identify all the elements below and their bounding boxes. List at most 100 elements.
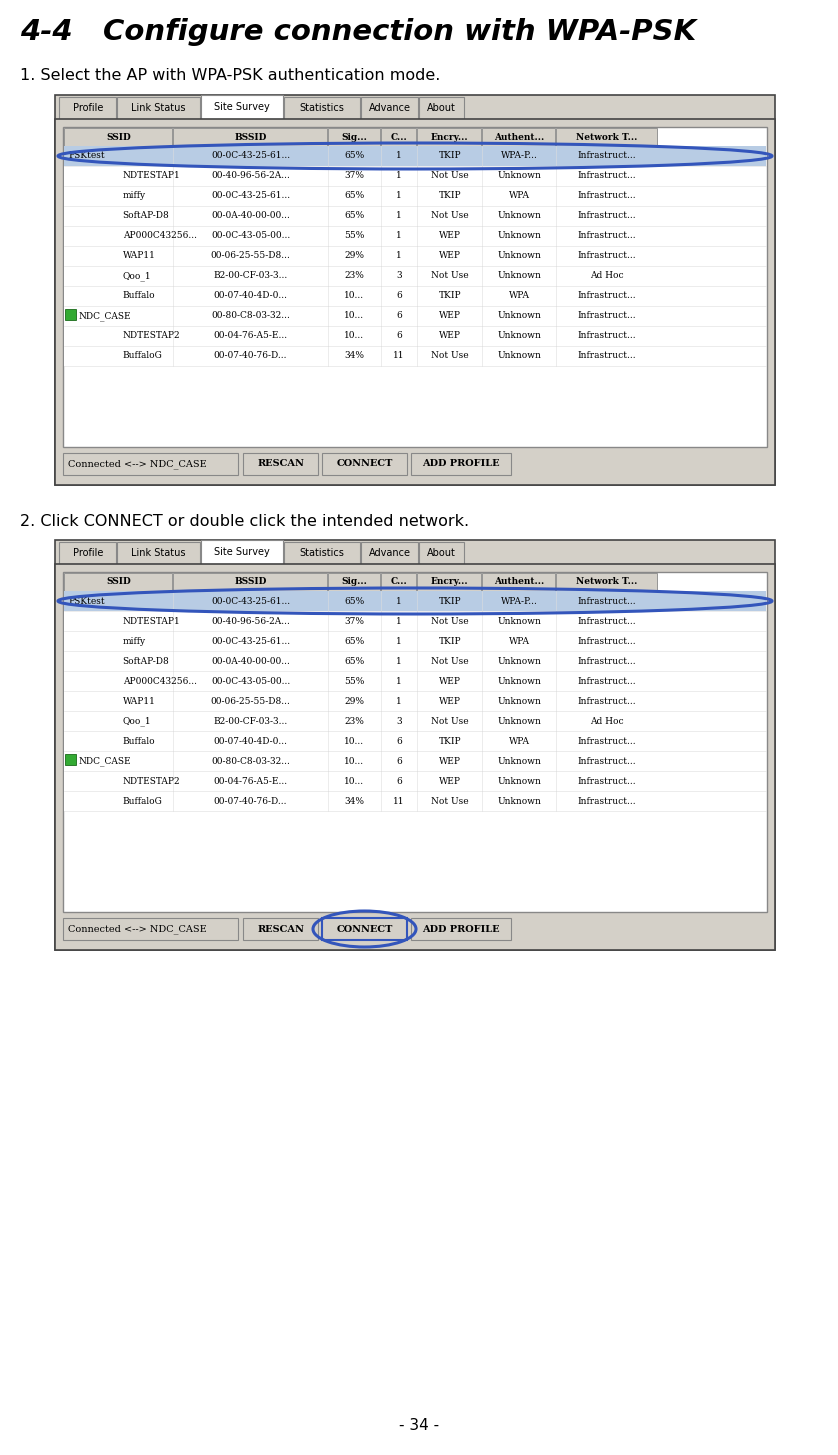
Text: Unknown: Unknown [497, 677, 541, 685]
Bar [380, 128, 416, 146]
Bar [64, 128, 172, 146]
Text: NDTESTAP2: NDTESTAP2 [122, 777, 180, 786]
Text: 00-07-40-4D-0...: 00-07-40-4D-0... [214, 736, 287, 745]
Text: Infrastruct...: Infrastruct... [578, 697, 636, 706]
Text: WEP: WEP [439, 757, 461, 765]
Text: 55%: 55% [344, 231, 365, 240]
Text: 34%: 34% [344, 796, 365, 806]
Text: Unknown: Unknown [497, 332, 541, 340]
Text: WEP: WEP [439, 677, 461, 685]
Text: miffy: miffy [122, 192, 146, 201]
Text: 29%: 29% [344, 697, 365, 706]
Bar [64, 771, 766, 792]
Text: Unknown: Unknown [497, 352, 541, 361]
Text: Statistics: Statistics [299, 549, 344, 559]
Text: 00-0C-43-05-00...: 00-0C-43-05-00... [211, 677, 290, 685]
Text: Authent...: Authent... [494, 132, 544, 141]
Bar [63, 127, 767, 447]
Text: Infrastruct...: Infrastruct... [578, 211, 636, 221]
Text: 00-0C-43-25-61...: 00-0C-43-25-61... [211, 597, 290, 605]
Text: NDC_CASE: NDC_CASE [78, 757, 131, 765]
Text: WEP: WEP [439, 311, 461, 320]
Text: 65%: 65% [344, 597, 365, 605]
Text: Infrastruct...: Infrastruct... [578, 617, 636, 626]
Text: PSKtest: PSKtest [68, 597, 105, 605]
Text: WEP: WEP [439, 777, 461, 786]
Text: 10...: 10... [344, 736, 365, 745]
Text: 10...: 10... [344, 311, 365, 320]
Text: Infrastruct...: Infrastruct... [578, 231, 636, 240]
Bar [63, 918, 238, 940]
Text: 10...: 10... [344, 777, 365, 786]
Text: 11: 11 [393, 352, 405, 361]
Text: Unknown: Unknown [497, 211, 541, 221]
Bar [417, 573, 481, 591]
Bar [243, 918, 318, 940]
Text: 65%: 65% [344, 211, 365, 221]
Text: B2-00-CF-03-3...: B2-00-CF-03-3... [214, 716, 287, 726]
Bar [59, 97, 116, 119]
Text: 00-80-C8-03-32...: 00-80-C8-03-32... [211, 757, 290, 765]
Text: RESCAN: RESCAN [257, 460, 304, 469]
Text: 00-06-25-55-D8...: 00-06-25-55-D8... [210, 697, 291, 706]
Text: 00-0C-43-25-61...: 00-0C-43-25-61... [211, 192, 290, 201]
Text: 2. Click CONNECT or double click the intended network.: 2. Click CONNECT or double click the int… [20, 514, 469, 530]
Text: Unknown: Unknown [497, 252, 541, 260]
Bar [55, 540, 775, 950]
Text: WEP: WEP [439, 252, 461, 260]
Text: Advance: Advance [369, 103, 411, 113]
Bar [173, 573, 327, 591]
Text: 1: 1 [396, 636, 402, 646]
Text: PSKtest: PSKtest [68, 151, 105, 160]
Bar [64, 573, 172, 591]
Text: WEP: WEP [439, 332, 461, 340]
Text: 00-07-40-76-D...: 00-07-40-76-D... [214, 352, 287, 361]
Text: About: About [427, 549, 456, 559]
Bar [411, 918, 511, 940]
Bar [200, 95, 282, 119]
Text: C...: C... [391, 132, 407, 141]
Text: 65%: 65% [344, 636, 365, 646]
Text: 34%: 34% [344, 352, 365, 361]
Text: Infrastruct...: Infrastruct... [578, 597, 636, 605]
Text: 65%: 65% [344, 192, 365, 201]
Text: Infrastruct...: Infrastruct... [578, 172, 636, 180]
Bar [322, 453, 407, 474]
Text: 23%: 23% [344, 272, 365, 281]
Text: 00-40-96-56-2A...: 00-40-96-56-2A... [211, 617, 290, 626]
Text: ADD PROFILE: ADD PROFILE [422, 460, 499, 469]
Text: 3: 3 [396, 716, 402, 726]
Text: Network T...: Network T... [577, 132, 638, 141]
Text: C...: C... [391, 578, 407, 586]
Bar [419, 97, 464, 119]
Text: 00-80-C8-03-32...: 00-80-C8-03-32... [211, 311, 290, 320]
Text: Ad Hoc: Ad Hoc [590, 716, 624, 726]
Text: AP000C43256...: AP000C43256... [122, 231, 197, 240]
Text: Statistics: Statistics [299, 103, 344, 113]
Text: NDTESTAP1: NDTESTAP1 [122, 172, 180, 180]
Text: Unknown: Unknown [497, 757, 541, 765]
Text: WPA: WPA [509, 636, 530, 646]
Bar [64, 691, 766, 711]
Text: 10...: 10... [344, 332, 365, 340]
Text: CONNECT: CONNECT [336, 924, 393, 934]
Text: 1: 1 [396, 172, 402, 180]
Text: 1: 1 [396, 617, 402, 626]
Bar [200, 540, 282, 565]
Text: Encry...: Encry... [431, 578, 468, 586]
Text: 65%: 65% [344, 656, 365, 665]
Text: 1: 1 [396, 151, 402, 160]
Text: Site Survey: Site Survey [214, 547, 270, 557]
Text: Not Use: Not Use [431, 211, 468, 221]
Text: SoftAP-D8: SoftAP-D8 [122, 211, 169, 221]
Text: 55%: 55% [344, 677, 365, 685]
Text: Infrastruct...: Infrastruct... [578, 352, 636, 361]
Text: WEP: WEP [439, 697, 461, 706]
Text: Infrastruct...: Infrastruct... [578, 736, 636, 745]
Text: 1: 1 [396, 231, 402, 240]
Text: Connected <--> NDC_CASE: Connected <--> NDC_CASE [68, 460, 207, 469]
Text: TKIP: TKIP [438, 636, 461, 646]
Bar [417, 128, 481, 146]
Bar [117, 543, 199, 565]
Bar [55, 95, 775, 485]
